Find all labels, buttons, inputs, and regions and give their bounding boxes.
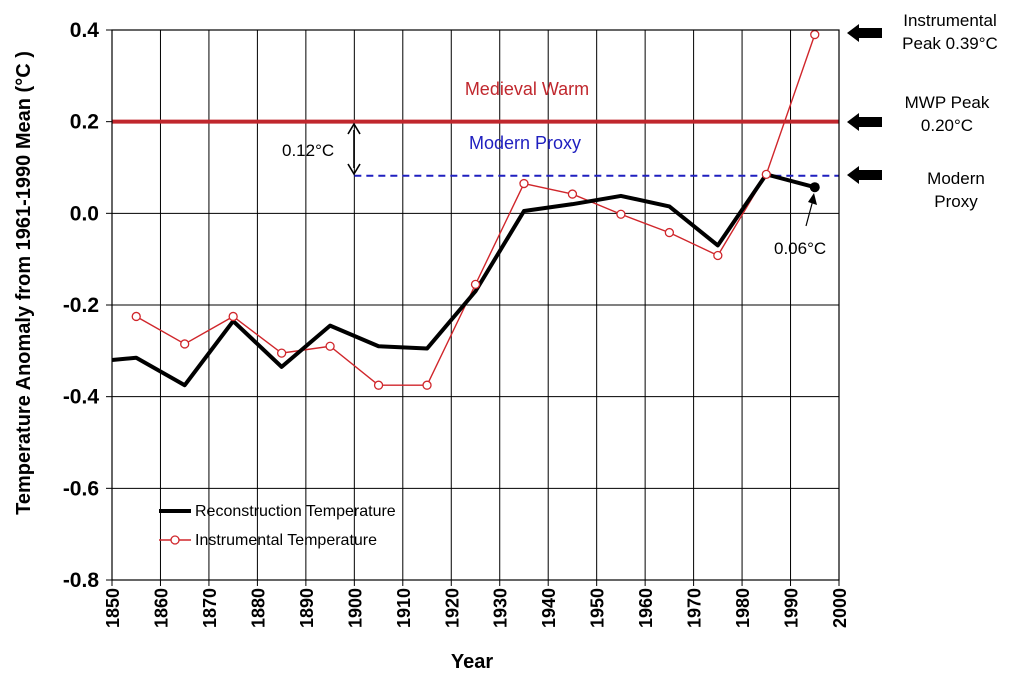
side-label-mwp-line2: 0.20°C [921, 116, 973, 135]
axes [106, 29, 840, 586]
y-tick-label--0.8: -0.8 [63, 569, 100, 592]
y-tick-label--0.4: -0.4 [63, 386, 100, 409]
instrumental-point-1865 [180, 339, 190, 349]
x-tick-label-1850: 1850 [103, 588, 123, 628]
x-tick-label-1880: 1880 [248, 588, 268, 628]
instrumental-point-1855 [131, 311, 141, 322]
instrumental-point-1875 [228, 311, 238, 322]
x-tick-label-1870: 1870 [200, 588, 220, 628]
side-arrow-instrumental-icon [847, 24, 882, 42]
end-value-arrow-shaft [805, 199, 814, 227]
end-value-arrow-head [808, 193, 817, 205]
x-tick-label-1980: 1980 [733, 588, 753, 628]
x-tick-label-1940: 1940 [539, 588, 559, 628]
plot-frame [111, 29, 840, 581]
x-tick-label-1910: 1910 [394, 588, 414, 628]
side-label-instrumental-line1: Instrumental [903, 11, 997, 30]
gap-label: 0.12°C [282, 141, 334, 160]
instrumental-point-1895 [325, 341, 335, 351]
side-arrow-mwp-icon [847, 113, 882, 131]
x-tick-label-1860: 1860 [151, 588, 171, 628]
reference-line-label-medieval-warm: Medieval Warm [465, 79, 589, 99]
y-tick-label--0.6: -0.6 [63, 477, 99, 500]
legend-label-instrumental: Instrumental Temperature [195, 532, 377, 549]
x-tick-label-1900: 1900 [345, 588, 365, 628]
legend: Reconstruction Temperature Instrumental … [159, 503, 396, 549]
side-label-modern-line1: Modern [927, 169, 985, 188]
instrumental-point-1975 [713, 250, 723, 261]
side-label-mwp-line1: MWP Peak [905, 93, 990, 112]
instrumental-point-1985 [761, 169, 771, 180]
side-labels: Instrumental Peak 0.39°C MWP Peak 0.20°C… [847, 11, 998, 211]
x-tick-label-1990: 1990 [782, 588, 802, 628]
reconstruction-end-point [809, 182, 820, 193]
instrumental-point-1925 [470, 279, 481, 290]
instrumental-point-1945 [567, 189, 578, 199]
side-label-instrumental-line2: Peak 0.39°C [902, 34, 998, 53]
side-arrow-modern-proxy-icon [847, 166, 882, 184]
x-tick-label-1950: 1950 [588, 588, 608, 628]
gap-arrow-head-up [347, 122, 361, 135]
y-axis-title: Temperature Anomaly from 1961-1990 Mean … [13, 51, 35, 515]
y-tick-label--0.2: -0.2 [63, 294, 99, 317]
x-tick-label-1960: 1960 [636, 588, 656, 628]
x-tick-label-1890: 1890 [297, 588, 317, 628]
x-tick-label-2000: 2000 [830, 588, 850, 628]
y-tick-label-0.4: 0.4 [70, 19, 100, 42]
x-tick-label-1920: 1920 [442, 588, 462, 628]
gap-annotation: 0.12°C [282, 122, 361, 176]
instrumental-point-1905 [373, 380, 384, 390]
legend-marker-instrumental [170, 535, 180, 545]
y-tick-label-0.0: 0.0 [70, 202, 99, 225]
series-line-reconstruction [111, 172, 816, 388]
instrumental-point-1885 [276, 348, 287, 358]
reference-lines [112, 119, 839, 177]
instrumental-point-1915 [422, 380, 432, 390]
y-tick-label-0.2: 0.2 [70, 111, 99, 134]
x-axis-title: Year [451, 651, 493, 673]
gap-arrow-head-down [347, 163, 361, 176]
legend-label-reconstruction: Reconstruction Temperature [195, 503, 396, 520]
x-tick-label-1970: 1970 [685, 588, 705, 628]
side-label-modern-line2: Proxy [934, 192, 978, 211]
series-group [111, 29, 820, 390]
instrumental-point-1955 [616, 209, 626, 219]
instrumental-point-1995 [810, 29, 820, 40]
reference-line-label-modern-proxy: Modern Proxy [469, 133, 581, 153]
instrumental-point-1935 [519, 178, 529, 189]
instrumental-point-1965 [664, 227, 675, 238]
end-value-annotation: 0.06°C [774, 193, 826, 258]
tick-labels: 1850 1860 1870 1880 1890 1900 1910 1920 1930 1940… [63, 19, 850, 628]
x-tick-label-1930: 1930 [491, 588, 511, 628]
end-value-label: 0.06°C [774, 239, 826, 258]
